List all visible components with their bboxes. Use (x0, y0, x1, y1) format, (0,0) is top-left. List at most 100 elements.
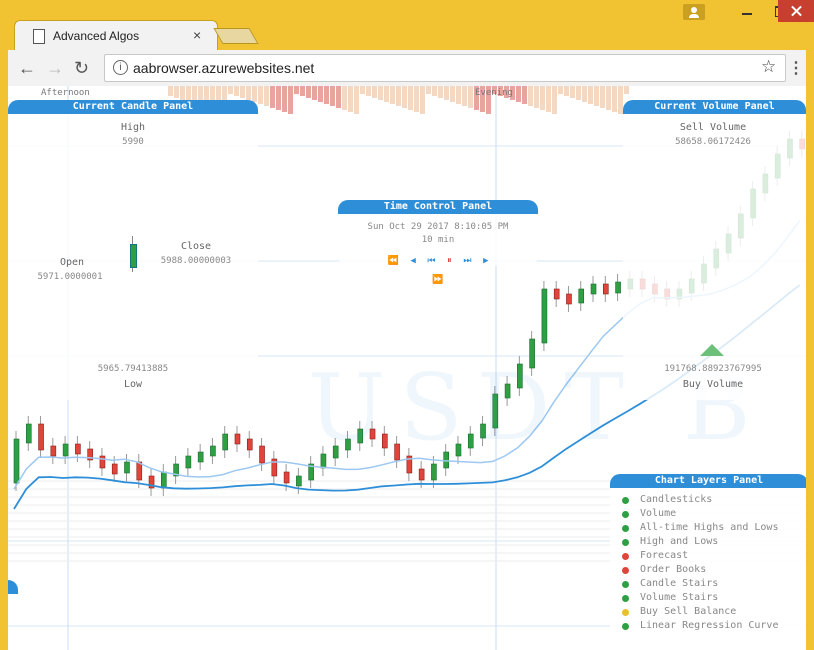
order-book-bar (210, 86, 215, 110)
order-book-bar (606, 86, 611, 110)
order-book-bar (444, 86, 449, 100)
order-book-bar (546, 86, 551, 112)
order-book-bar (612, 86, 617, 112)
candle (529, 338, 535, 369)
order-book-bar (534, 86, 539, 108)
close-window-button[interactable] (778, 0, 814, 22)
layer-label: All-time Highs and Lows (640, 522, 779, 533)
order-book-bar (486, 86, 491, 114)
order-book-bar (468, 86, 473, 108)
layer-status-icon[interactable] (622, 595, 629, 602)
forward-icon[interactable]: → (46, 58, 64, 78)
candle (50, 445, 57, 457)
order-book-bar (354, 86, 359, 114)
candle (541, 288, 548, 344)
order-book-bar (174, 86, 179, 98)
order-book-bar (336, 86, 341, 108)
order-book-bar (504, 86, 509, 98)
layer-label: Linear Regression Curve (640, 620, 779, 631)
layer-label: Volume (640, 508, 677, 519)
layer-status-icon[interactable] (622, 609, 629, 616)
chart-canvas[interactable]: Afternoon Evening USDT B Current Candle … (8, 86, 806, 650)
order-book-bar (246, 86, 251, 100)
order-book-bar (192, 86, 197, 104)
candle (517, 363, 523, 389)
layer-status-icon[interactable] (622, 581, 629, 588)
layer-status-icon[interactable] (622, 567, 629, 574)
order-book-bar (312, 86, 317, 100)
reload-icon[interactable]: ↻ (74, 58, 90, 78)
candle (357, 428, 364, 444)
browser-toolbar: ← → ↻ i aabrowser.azurewebsites.net ☆ ⋮ (8, 50, 806, 86)
order-book-bar (330, 86, 335, 106)
order-book-bar (252, 86, 257, 102)
layer-label: High and Lows (640, 536, 719, 547)
minimize-button[interactable] (730, 0, 764, 22)
candle (185, 455, 192, 469)
candle (38, 423, 44, 451)
candle (443, 451, 449, 469)
candle (136, 461, 143, 481)
order-book-bar (462, 86, 467, 106)
address-bar[interactable]: i aabrowser.azurewebsites.net ☆ (104, 54, 786, 82)
order-book-bar (372, 86, 377, 98)
layer-status-icon[interactable] (622, 511, 629, 518)
order-book-bar (498, 86, 503, 96)
candle (467, 433, 474, 449)
datetime-value: Sun Oct 29 2017 8:10:05 PM (367, 222, 509, 232)
order-book-bar (240, 86, 245, 98)
new-tab-button[interactable] (213, 28, 259, 44)
tab-close-icon[interactable]: × (193, 27, 202, 43)
fast-rewind-icon[interactable]: ⏪ (387, 256, 399, 266)
layer-status-icon[interactable] (622, 497, 629, 504)
sell-volume-value: 58658.06172426 (675, 137, 751, 147)
layer-label: Candlesticks (640, 494, 713, 505)
candle (418, 468, 425, 481)
order-book-bar (384, 86, 389, 102)
sell-volume-label: Sell Volume (679, 122, 747, 133)
url-text[interactable]: aabrowser.azurewebsites.net (133, 60, 315, 76)
back-icon[interactable]: ← (18, 58, 36, 78)
order-book-bar (360, 86, 365, 94)
order-book-bar (234, 86, 239, 96)
order-book-bar (588, 86, 593, 104)
close-label: Close (180, 241, 212, 252)
user-icon[interactable] (683, 4, 705, 20)
open-value: 5971.0000001 (37, 272, 103, 282)
order-book-bar (426, 86, 431, 94)
layer-status-icon[interactable] (622, 553, 629, 560)
layer-status-icon[interactable] (622, 623, 629, 630)
order-book-bar (492, 86, 497, 94)
candle (271, 458, 278, 477)
browser-menu-icon[interactable]: ⋮ (788, 60, 804, 77)
order-book-bar (168, 86, 173, 96)
order-book-bar (408, 86, 413, 110)
candle (615, 281, 621, 294)
current-candle-panel: Current Candle Panel High 5990 Close 598… (8, 100, 258, 400)
candle (394, 443, 400, 461)
order-book-bar (570, 86, 575, 98)
bookmark-star-icon[interactable]: ☆ (761, 57, 777, 76)
candle (308, 463, 314, 481)
order-book-bar (522, 86, 527, 104)
play-icon[interactable]: ▶ (483, 256, 489, 266)
buy-volume-value: 191768.88923767995 (664, 364, 762, 374)
corner-panel-tab[interactable] (8, 580, 18, 594)
step-back-icon[interactable]: ⏮ (427, 256, 436, 266)
rewind-icon[interactable]: ◀ (410, 256, 416, 266)
pause-icon[interactable]: ⏸ (447, 256, 452, 266)
layer-status-icon[interactable] (622, 539, 629, 546)
high-value: 5990 (122, 137, 144, 147)
layer-label: Buy Sell Balance (640, 606, 737, 617)
order-book-bar (402, 86, 407, 108)
info-icon[interactable]: i (113, 60, 128, 75)
browser-tab[interactable]: Advanced Algos × (14, 20, 218, 51)
layer-status-icon[interactable] (622, 525, 629, 532)
step-forward-icon[interactable]: ⏭ (463, 256, 472, 266)
order-book-bar (558, 86, 563, 94)
fast-forward-icon[interactable]: ⏩ (432, 275, 444, 285)
current-volume-panel: Current Volume Panel Sell Volume 58658.0… (623, 100, 806, 400)
order-book-bar (294, 86, 299, 94)
volume-triangle (700, 344, 724, 356)
